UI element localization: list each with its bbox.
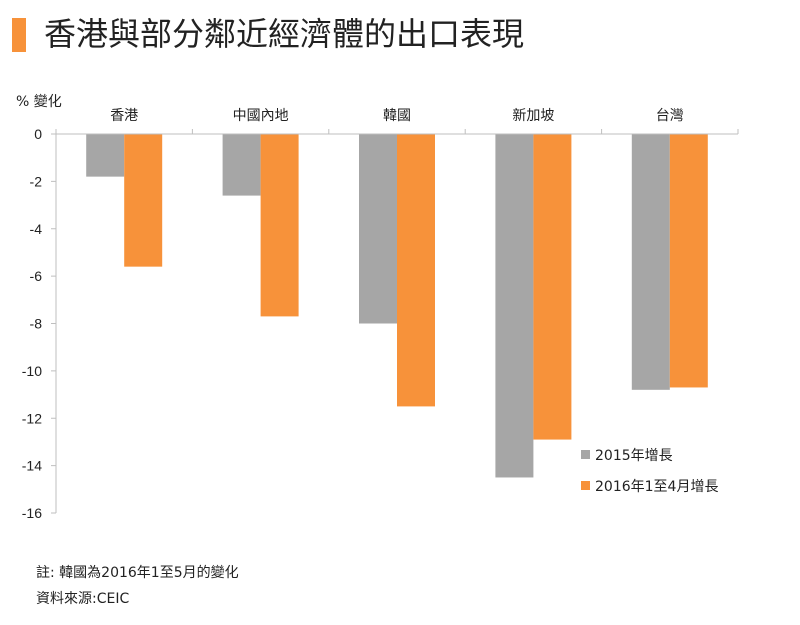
y-axis-label: % 變化 [16,94,62,110]
bar-series2-4 [669,134,708,388]
source-note: 資料來源:CEIC [36,591,130,607]
bar-chart: 0 -2 -4 -6 -8 -10 -12 -14 -16 香港 中國內地 韓國 新加坡 台灣 % 變化 20… [16,94,739,521]
legend-label-1: 2016年1至4月增長 [595,479,718,495]
title-accent-bar [12,18,26,52]
bar-series2-0 [124,134,163,267]
category-label-0: 香港 [110,108,138,124]
y-tick-label-8: -16 [22,505,42,521]
y-tick-label-5: -10 [22,363,42,379]
y-tick-label-3: -6 [30,268,43,284]
category-label-1: 中國內地 [233,108,289,124]
y-tick-label-4: -8 [30,316,43,332]
bar-series1-4 [631,134,670,390]
bar-series1-0 [86,134,125,177]
legend-swatch-0 [581,450,590,459]
y-tick-label-2: -4 [30,221,43,237]
bar-series1-2 [359,134,397,324]
bar-series2-1 [260,134,299,317]
bar-series1-3 [495,134,534,478]
bar-series2-2 [397,134,435,407]
y-tick-label-7: -14 [22,458,42,474]
category-label-2: 韓國 [383,108,411,124]
y-tick-label-6: -12 [22,410,42,426]
y-tick-label-1: -2 [30,173,43,189]
legend-label-0: 2015年增長 [595,448,673,464]
y-tick-label-0: 0 [34,126,42,142]
category-label-3: 新加坡 [512,108,554,124]
bar-series2-3 [533,134,572,440]
footnote: 註: 韓國為2016年1至5月的變化 [36,565,239,581]
legend-swatch-1 [581,481,590,490]
page-title: 香港與部分鄰近經濟體的出口表現 [44,15,525,53]
category-label-4: 台灣 [656,108,684,124]
bar-series1-1 [222,134,261,196]
